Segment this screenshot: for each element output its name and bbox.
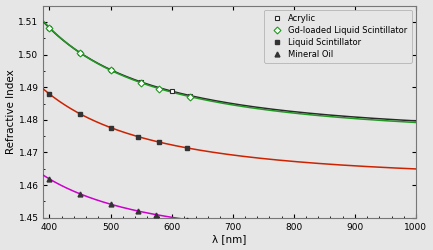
Liquid Scintillator [47,92,52,96]
Acrylic [139,80,144,84]
Mineral Oil [108,203,113,206]
Liquid Scintillator [108,126,113,129]
Gd-loaded Liquid Scintillator [157,87,162,90]
Acrylic [187,94,193,97]
Liquid Scintillator [78,112,83,115]
Line: Acrylic: Acrylic [47,26,192,98]
Mineral Oil [78,192,83,195]
Acrylic [78,51,83,54]
Liquid Scintillator [184,146,190,150]
Mineral Oil [154,213,159,216]
Gd-loaded Liquid Scintillator [78,51,83,54]
Acrylic [47,26,52,30]
Mineral Oil [136,210,141,212]
Acrylic [169,90,174,93]
Legend: Acrylic, Gd-loaded Liquid Scintillator, Liquid Scintillator, Mineral Oil: Acrylic, Gd-loaded Liquid Scintillator, … [264,10,412,63]
Line: Liquid Scintillator: Liquid Scintillator [47,92,189,150]
Liquid Scintillator [136,135,141,138]
Gd-loaded Liquid Scintillator [139,81,144,84]
X-axis label: λ [nm]: λ [nm] [213,234,247,244]
Liquid Scintillator [157,141,162,144]
Acrylic [108,68,113,71]
Mineral Oil [47,178,52,180]
Mineral Oil [184,218,190,221]
Gd-loaded Liquid Scintillator [108,69,113,72]
Line: Gd-loaded Liquid Scintillator: Gd-loaded Liquid Scintillator [47,25,192,99]
Gd-loaded Liquid Scintillator [47,26,52,29]
Gd-loaded Liquid Scintillator [187,95,193,98]
Y-axis label: Refractive Index: Refractive Index [6,69,16,154]
Line: Mineral Oil: Mineral Oil [47,176,189,222]
